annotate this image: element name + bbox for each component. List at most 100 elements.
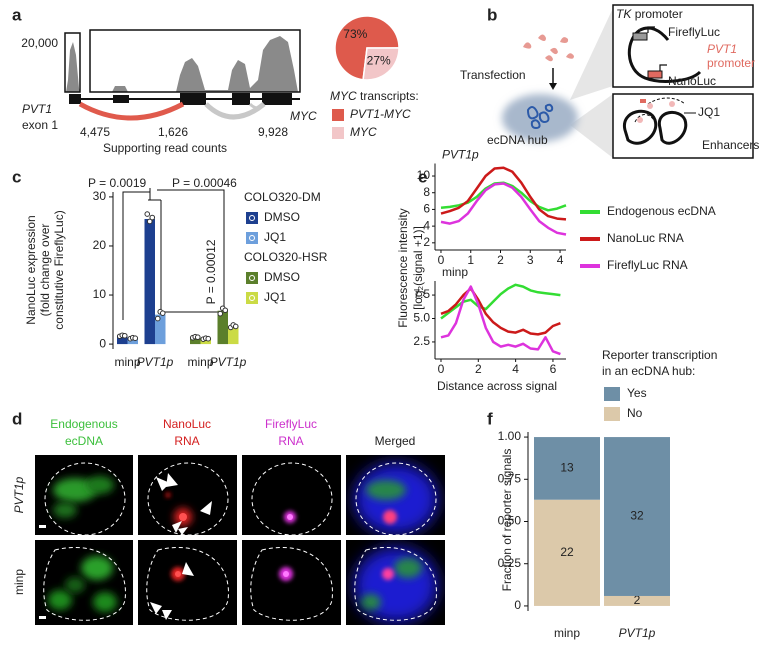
gene-label: PVT1 <box>22 102 52 116</box>
bar <box>190 337 201 345</box>
panel-label: b <box>487 5 497 24</box>
y-tick-label: 0.75 <box>498 471 522 485</box>
diagram-label: JQ1 <box>698 105 720 119</box>
legend-title: MYC <box>330 89 357 103</box>
image-cell <box>179 513 187 521</box>
column-header: NanoLuc <box>163 417 211 431</box>
replicate-point <box>222 307 229 314</box>
y-axis-label: Fluorescence intensity <box>396 208 410 327</box>
image-cell <box>346 540 445 625</box>
image-cell <box>383 510 397 524</box>
y-tick-label: 2 <box>423 235 430 249</box>
replicate-point <box>146 218 153 225</box>
diagram-label: promoter <box>635 7 683 21</box>
diagram-label: NanoLuc <box>668 74 716 88</box>
reporter-diagram <box>669 101 675 107</box>
legend-title: in an ecDNA hub: <box>602 364 695 378</box>
count-label: 13 <box>560 461 574 475</box>
image-cell <box>35 455 133 535</box>
count-label: 2 <box>634 593 641 607</box>
column-header: Merged <box>375 434 416 448</box>
coverage-track <box>232 93 250 105</box>
y-tick-label: 0.50 <box>498 514 522 528</box>
image-cell <box>156 477 170 491</box>
image-cell <box>200 501 212 515</box>
x-tick-label: 3 <box>527 253 534 267</box>
line-series <box>440 285 561 356</box>
row-label: PVT1p <box>12 476 26 513</box>
image-cell <box>39 616 46 619</box>
image-cell <box>242 540 341 625</box>
image-cell <box>146 546 229 621</box>
pie-label: 27% <box>367 53 391 67</box>
legend-label: MYC <box>350 125 377 139</box>
image-cell <box>366 480 406 500</box>
reporter-diagram <box>523 42 532 49</box>
image-cell <box>43 546 126 621</box>
reporter-diagram <box>647 70 663 79</box>
line-series <box>440 287 561 336</box>
gene-label: MYC <box>290 109 317 123</box>
reporter-diagram <box>637 117 643 123</box>
coverage-track: 20,000 PVT1 exon 1 MYC 4,475 1,626 9,928… <box>21 29 317 155</box>
image-cell <box>394 558 422 578</box>
line-series <box>440 283 561 320</box>
bar-segment <box>534 437 600 500</box>
image-cell <box>361 594 381 610</box>
reporter-diagram <box>544 103 554 113</box>
image-cell <box>147 462 229 535</box>
pie-label: 73% <box>343 27 367 41</box>
x-tick-label: 2 <box>497 253 504 267</box>
image-cell <box>287 514 293 520</box>
replicate-point <box>132 335 139 342</box>
reporter-diagram <box>657 111 688 145</box>
legend-dot <box>249 235 255 241</box>
x-tick-label: minp <box>114 355 140 369</box>
reporter-diagram <box>566 53 574 59</box>
legend-swatch <box>246 292 258 304</box>
legend-title: Reporter transcription <box>602 348 717 362</box>
legend-swatch <box>332 127 344 139</box>
x-tick-label: 0 <box>438 362 445 376</box>
image-cell <box>182 562 194 576</box>
legend-group: COLO320-DM <box>244 190 321 204</box>
legend-dot <box>249 295 255 301</box>
legend-dot <box>249 275 255 281</box>
image-cell <box>86 476 114 494</box>
legend-label: FireflyLuc RNA <box>607 258 688 272</box>
legend-label: No <box>627 406 643 420</box>
column-header: FireflyLuc <box>265 417 317 431</box>
reporter-diagram <box>538 111 550 124</box>
panel-label: d <box>12 409 22 428</box>
bar <box>200 338 211 345</box>
column-header: RNA <box>278 434 303 448</box>
legend-label: NanoLuc RNA <box>607 231 684 245</box>
image-cell <box>138 455 237 535</box>
reporter-diagram <box>647 26 655 33</box>
replicate-point <box>217 310 224 317</box>
reporter-diagram <box>530 119 541 130</box>
diagram-label: promoter <box>707 56 755 70</box>
p-value: P = 0.00012 <box>204 239 218 304</box>
count-label: 32 <box>630 509 644 523</box>
legend-swatch <box>246 272 258 284</box>
x-tick-label: PVT1p <box>619 626 656 640</box>
legend-title: transcripts: <box>360 89 419 103</box>
significance-brackets <box>122 191 151 320</box>
x-tick-label: 4 <box>512 362 519 376</box>
row-label: minp <box>12 569 26 595</box>
coverage-track <box>204 102 266 120</box>
image-cell <box>44 462 126 535</box>
replicate-point <box>149 214 156 221</box>
image-cell <box>251 462 333 535</box>
replicate-point <box>154 315 161 322</box>
diagram-label: FireflyLuc <box>668 25 720 39</box>
image-cell <box>48 590 72 610</box>
image-cell <box>172 521 182 533</box>
y-tick-label: 30 <box>93 189 107 203</box>
image-cell <box>242 455 341 535</box>
diagram-label: ecDNA hub <box>487 133 548 147</box>
pie-slice <box>362 47 400 81</box>
subplot-title: PVT1p <box>442 148 479 162</box>
